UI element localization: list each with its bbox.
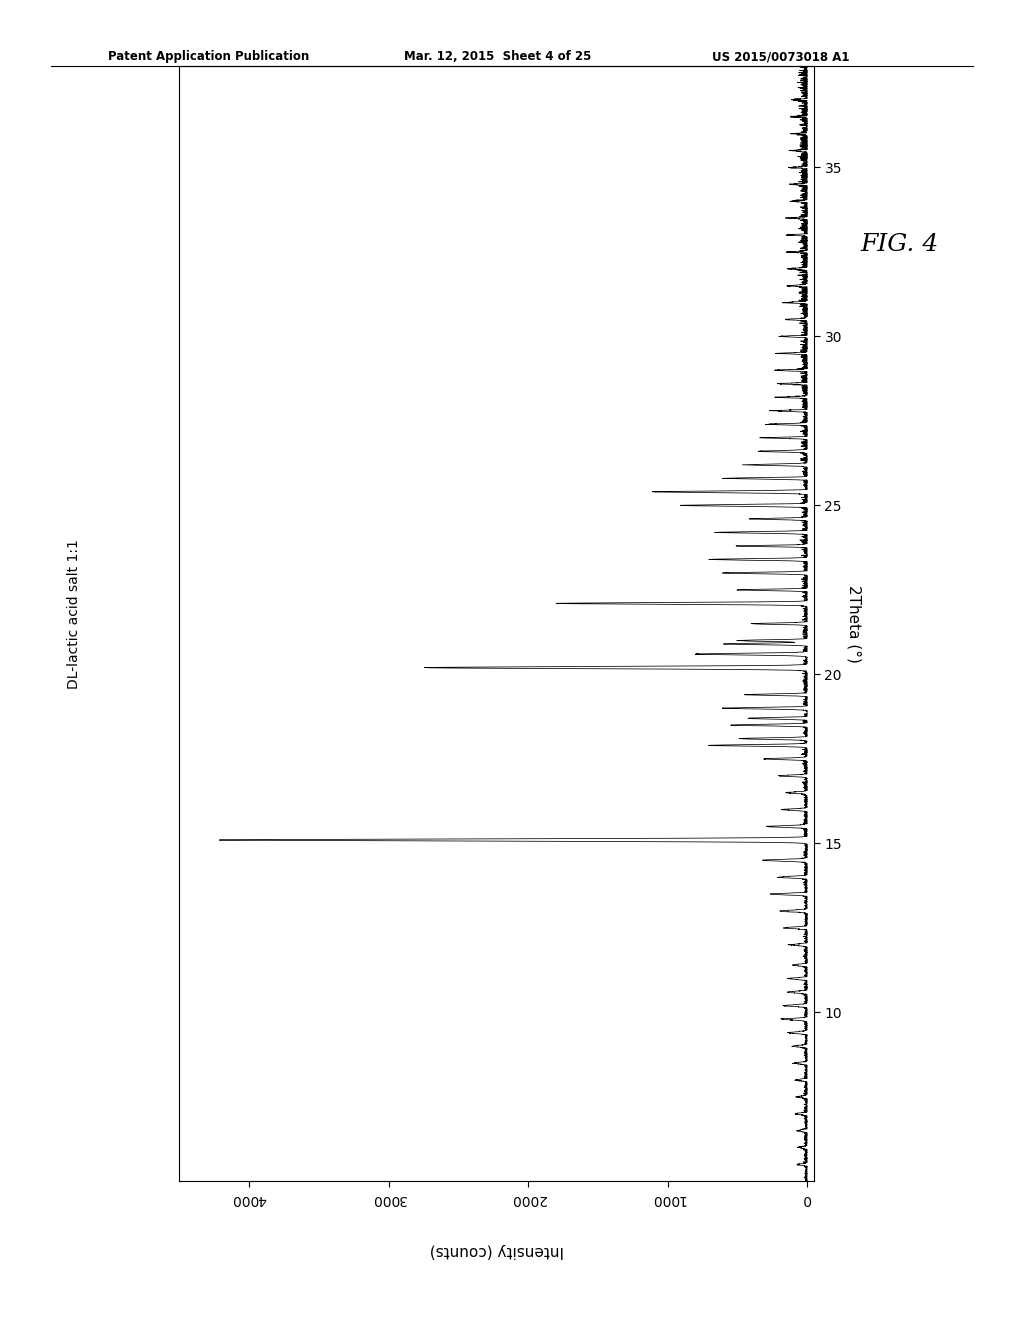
X-axis label: Intensity (counts): Intensity (counts) — [429, 1242, 564, 1258]
Text: FIG. 4: FIG. 4 — [860, 232, 938, 256]
Text: US 2015/0073018 A1: US 2015/0073018 A1 — [712, 50, 849, 63]
Text: Mar. 12, 2015  Sheet 4 of 25: Mar. 12, 2015 Sheet 4 of 25 — [404, 50, 592, 63]
Text: DL-lactic acid salt 1:1: DL-lactic acid salt 1:1 — [67, 539, 81, 689]
Text: Patent Application Publication: Patent Application Publication — [108, 50, 309, 63]
Y-axis label: 2Theta (°): 2Theta (°) — [847, 585, 861, 663]
